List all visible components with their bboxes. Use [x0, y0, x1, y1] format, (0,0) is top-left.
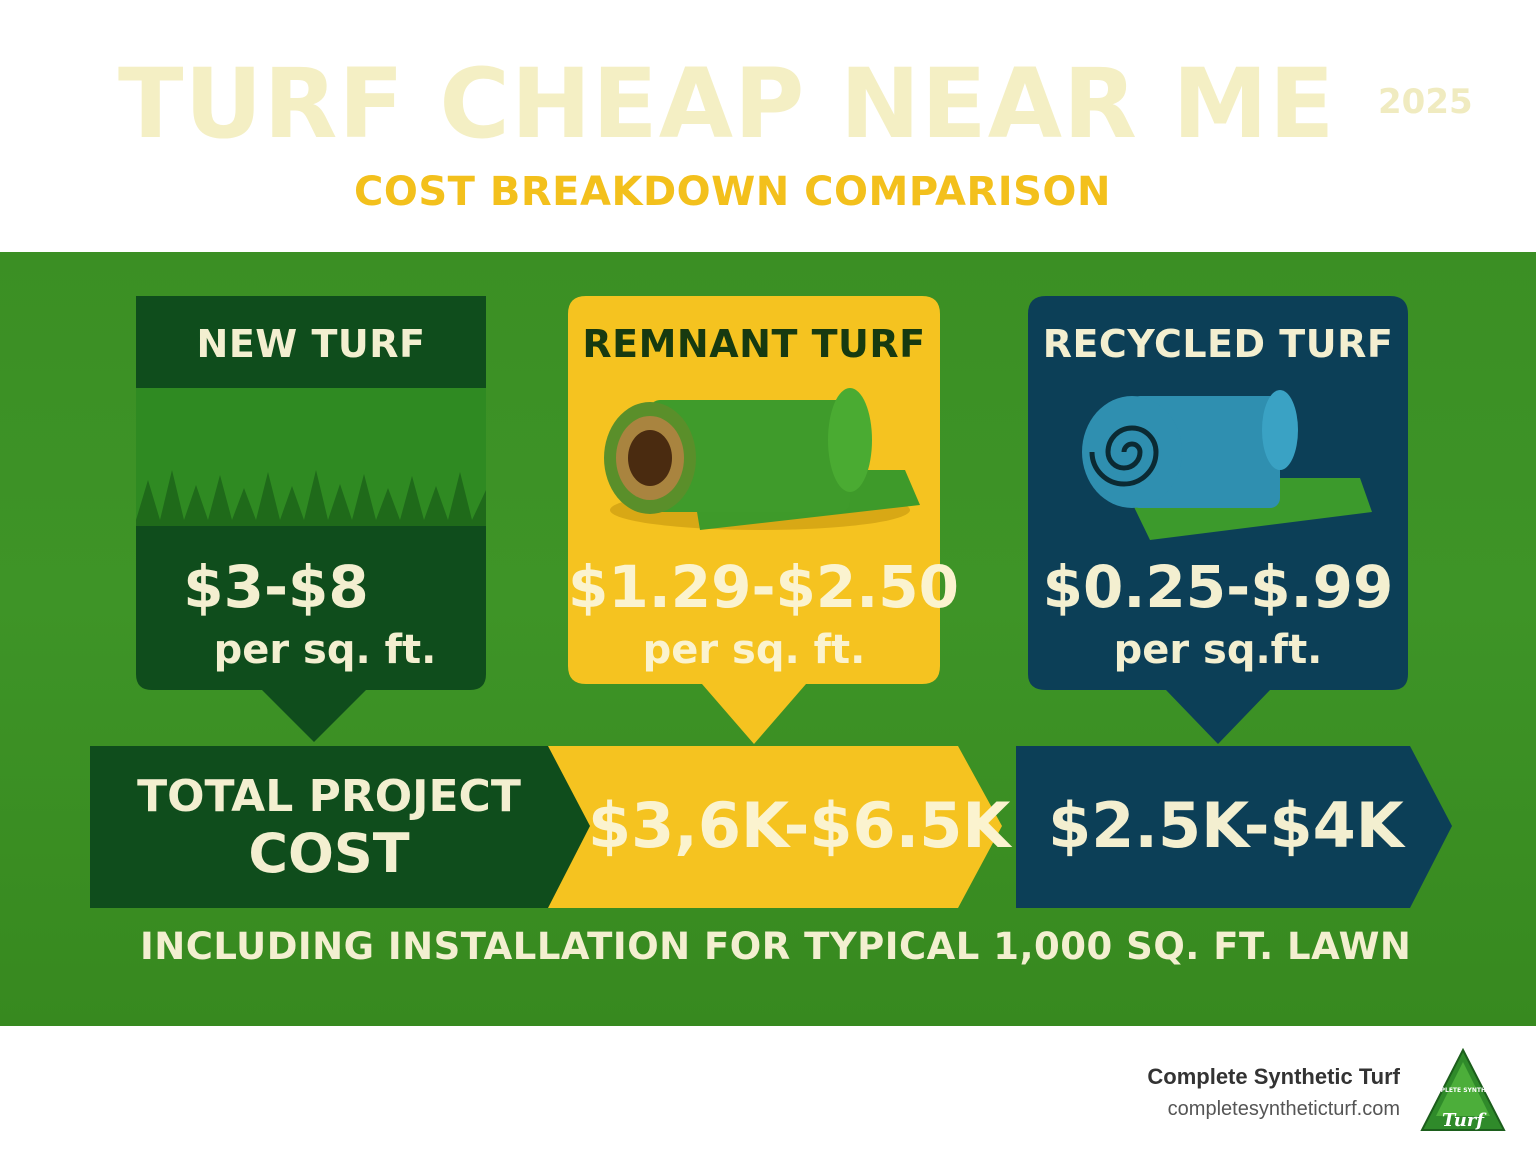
- remnant-turf-title: REMNANT TURF: [582, 322, 926, 366]
- recycled-turf-title: RECYCLED TURF: [1042, 322, 1394, 366]
- new-turf-card: [136, 296, 486, 742]
- page-subtitle: COST BREAKDOWN COMPARISON: [354, 169, 1111, 215]
- logo-complete-text: COMPLETE SYNTHETIC: [1425, 1087, 1501, 1094]
- remnant-total-value: $3,6K-$6.5K: [588, 789, 1011, 862]
- year-label: 2025: [1378, 82, 1473, 122]
- brand-name: Complete Synthetic Turf: [1147, 1064, 1400, 1089]
- turf-roll-icon: [604, 388, 920, 530]
- brand-logo: Turf COMPLETE SYNTHETIC: [1420, 1048, 1506, 1131]
- footer: [0, 1026, 1536, 1154]
- total-label-line1: TOTAL PROJECT: [137, 771, 521, 822]
- brand-url: completesyntheticturf.com: [1167, 1098, 1400, 1120]
- page-title: TURF CHEAP NEAR ME: [118, 48, 1336, 160]
- new-turf-title: NEW TURF: [196, 322, 426, 366]
- remnant-turf-card: [568, 296, 940, 744]
- total-label-line2: COST: [248, 822, 410, 885]
- recycled-turf-price: $0.25-$.99: [1042, 553, 1394, 621]
- recycled-turf-unit: per sq.ft.: [1113, 627, 1323, 673]
- logo-turf-text: Turf: [1442, 1110, 1487, 1131]
- new-turf-unit: per sq. ft.: [213, 627, 437, 673]
- remnant-turf-unit: per sq. ft.: [642, 627, 866, 673]
- total-project-cost-label: TOTAL PROJECT COST: [96, 770, 562, 884]
- new-turf-price: $3-$8: [183, 553, 369, 621]
- header: TURF CHEAP NEAR ME 2025 COST BREAKDOWN C…: [0, 0, 1536, 252]
- installation-footnote: INCLUDING INSTALLATION FOR TYPICAL 1,000…: [140, 925, 1412, 968]
- recycled-turf-card: [1028, 296, 1408, 744]
- recycled-total-value: $2.5K-$4K: [1048, 789, 1404, 862]
- remnant-turf-price: $1.29-$2.50: [568, 553, 959, 621]
- recycled-roll-icon: [1082, 390, 1372, 540]
- total-cost-band: [90, 746, 1452, 908]
